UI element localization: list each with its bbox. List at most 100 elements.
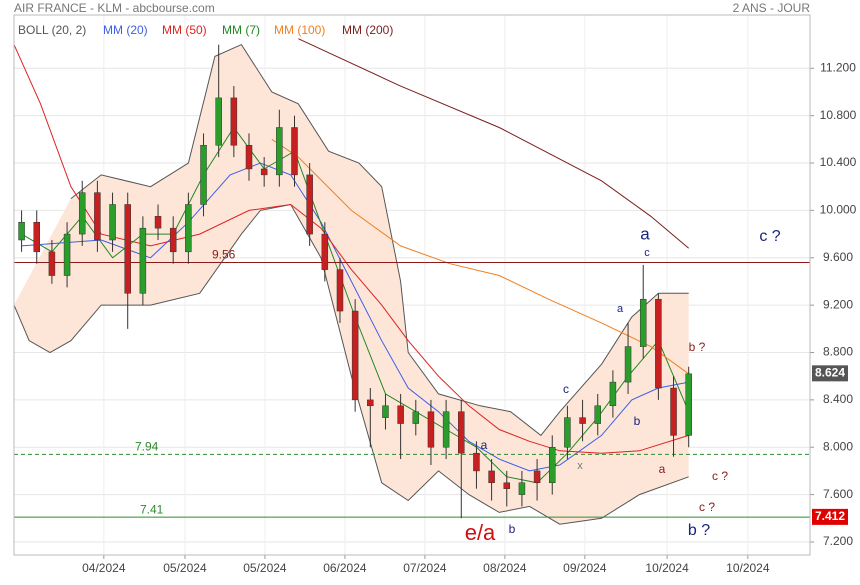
x-tick-label: 05/2024 [163, 561, 207, 575]
candle-body [639, 298, 647, 347]
candle-body [655, 298, 662, 389]
candle-body [200, 145, 207, 205]
x-tick-label: 06/2024 [323, 561, 367, 575]
band-fill [14, 44, 689, 525]
y-tick-label: 9.600 [823, 250, 853, 264]
x-tick-label: 08/2024 [483, 561, 527, 575]
level-label: 7.94 [135, 440, 159, 454]
y-tick-label: 10.400 [820, 155, 857, 169]
chart-title: AIR FRANCE - KLM - abcbourse.com [14, 1, 215, 15]
price-tag-label: 7.412 [815, 509, 845, 523]
candle-body [685, 373, 692, 436]
wave-annotation: c [563, 382, 569, 396]
x-tick-label: 07/2024 [403, 561, 447, 575]
y-tick-label: 7.200 [823, 534, 853, 548]
candle-body [488, 470, 495, 484]
candle-body [336, 269, 344, 312]
wave-annotation: a [481, 438, 488, 452]
level-label: 7.41 [140, 502, 164, 516]
wave-annotation: a [640, 224, 650, 243]
plot-frame [13, 14, 811, 556]
candle-body [109, 204, 116, 241]
wave-annotation: b [509, 522, 516, 536]
candle-body [473, 452, 480, 472]
candle-body [594, 405, 601, 424]
candle-body [533, 470, 541, 484]
y-tick-label: 11.200 [820, 60, 856, 74]
wave-annotation: b [634, 414, 641, 428]
candle-body [94, 192, 101, 241]
moving-average-line [21, 162, 689, 472]
y-tick-label: 8.400 [823, 392, 853, 406]
x-tick-label: 10/2024 [645, 561, 689, 575]
x-tick-label: 04/2024 [82, 561, 126, 575]
x-tick-label: 10/2024 [726, 561, 770, 575]
candle-body [412, 411, 420, 424]
wave-annotation: c [644, 247, 650, 259]
candle-body [260, 168, 268, 176]
band-line [13, 203, 689, 525]
wave-annotation: x [577, 460, 583, 472]
candle-body [458, 411, 465, 454]
candle-body [564, 417, 571, 448]
y-tick-label: 8.800 [823, 345, 853, 359]
candle-body [291, 127, 298, 176]
candle-body [276, 127, 283, 176]
candle-body [548, 446, 556, 484]
legend-label: MM (50) [162, 23, 207, 37]
candle-body [442, 411, 450, 448]
wave-annotation: a [659, 462, 666, 476]
overlay-layer: 7.200 7.600 8.000 8.400 8.800 9.200 9.600 10.00… [18, 23, 857, 575]
legend-label: MM (200) [342, 23, 393, 37]
candle-body [48, 251, 56, 276]
candle-body [670, 387, 677, 436]
candle-body [185, 204, 192, 253]
wave-annotation: e/a [465, 520, 496, 545]
candle-body [382, 405, 389, 418]
candle-body [609, 381, 617, 407]
legend-label: MM (7) [222, 23, 260, 37]
moving-average-line [298, 38, 690, 249]
candle-body [503, 482, 511, 489]
candle-body [215, 97, 222, 146]
candles-layer [18, 44, 692, 519]
candle-body [245, 145, 253, 170]
candle-body [306, 174, 313, 235]
candle-body [124, 204, 131, 294]
wave-annotation: b ? [688, 522, 710, 539]
candle-body [78, 192, 86, 235]
price-tag-box [812, 508, 848, 525]
price-tag-box [812, 365, 848, 382]
wave-annotation: c ? [712, 469, 728, 483]
price-tag-label: 8.624 [815, 366, 845, 380]
candle-body [139, 227, 147, 294]
wave-annotation: b ? [689, 340, 706, 354]
candle-body [154, 216, 162, 229]
candle-body [351, 310, 359, 401]
candle-body [169, 227, 177, 253]
y-tick-label: 9.200 [823, 297, 853, 311]
candle-body [518, 482, 526, 495]
band-layer [13, 43, 689, 525]
band-line [70, 43, 689, 437]
wave-annotation: c ? [699, 500, 715, 514]
x-tick-label: 05/2024 [243, 561, 287, 575]
level-label: 9.56 [212, 248, 236, 262]
y-tick-label: 10.800 [820, 108, 857, 122]
wave-annotation: a [617, 303, 624, 315]
candle-body [33, 221, 40, 253]
x-tick-label: 09/2024 [563, 561, 607, 575]
legend-label: MM (100) [274, 23, 325, 37]
candle-body [427, 411, 435, 448]
period-label: 2 ANS - JOUR [733, 1, 811, 15]
legend-label: BOLL (20, 2) [18, 23, 86, 37]
y-tick-label: 8.000 [823, 439, 853, 453]
candle-body [321, 233, 329, 270]
candle-body [579, 417, 586, 424]
moving-average-line [271, 138, 689, 375]
y-tick-label: 7.600 [823, 487, 853, 501]
wave-annotation: c ? [759, 228, 780, 245]
candle-body [367, 399, 374, 407]
y-tick-label: 10.000 [820, 203, 857, 217]
